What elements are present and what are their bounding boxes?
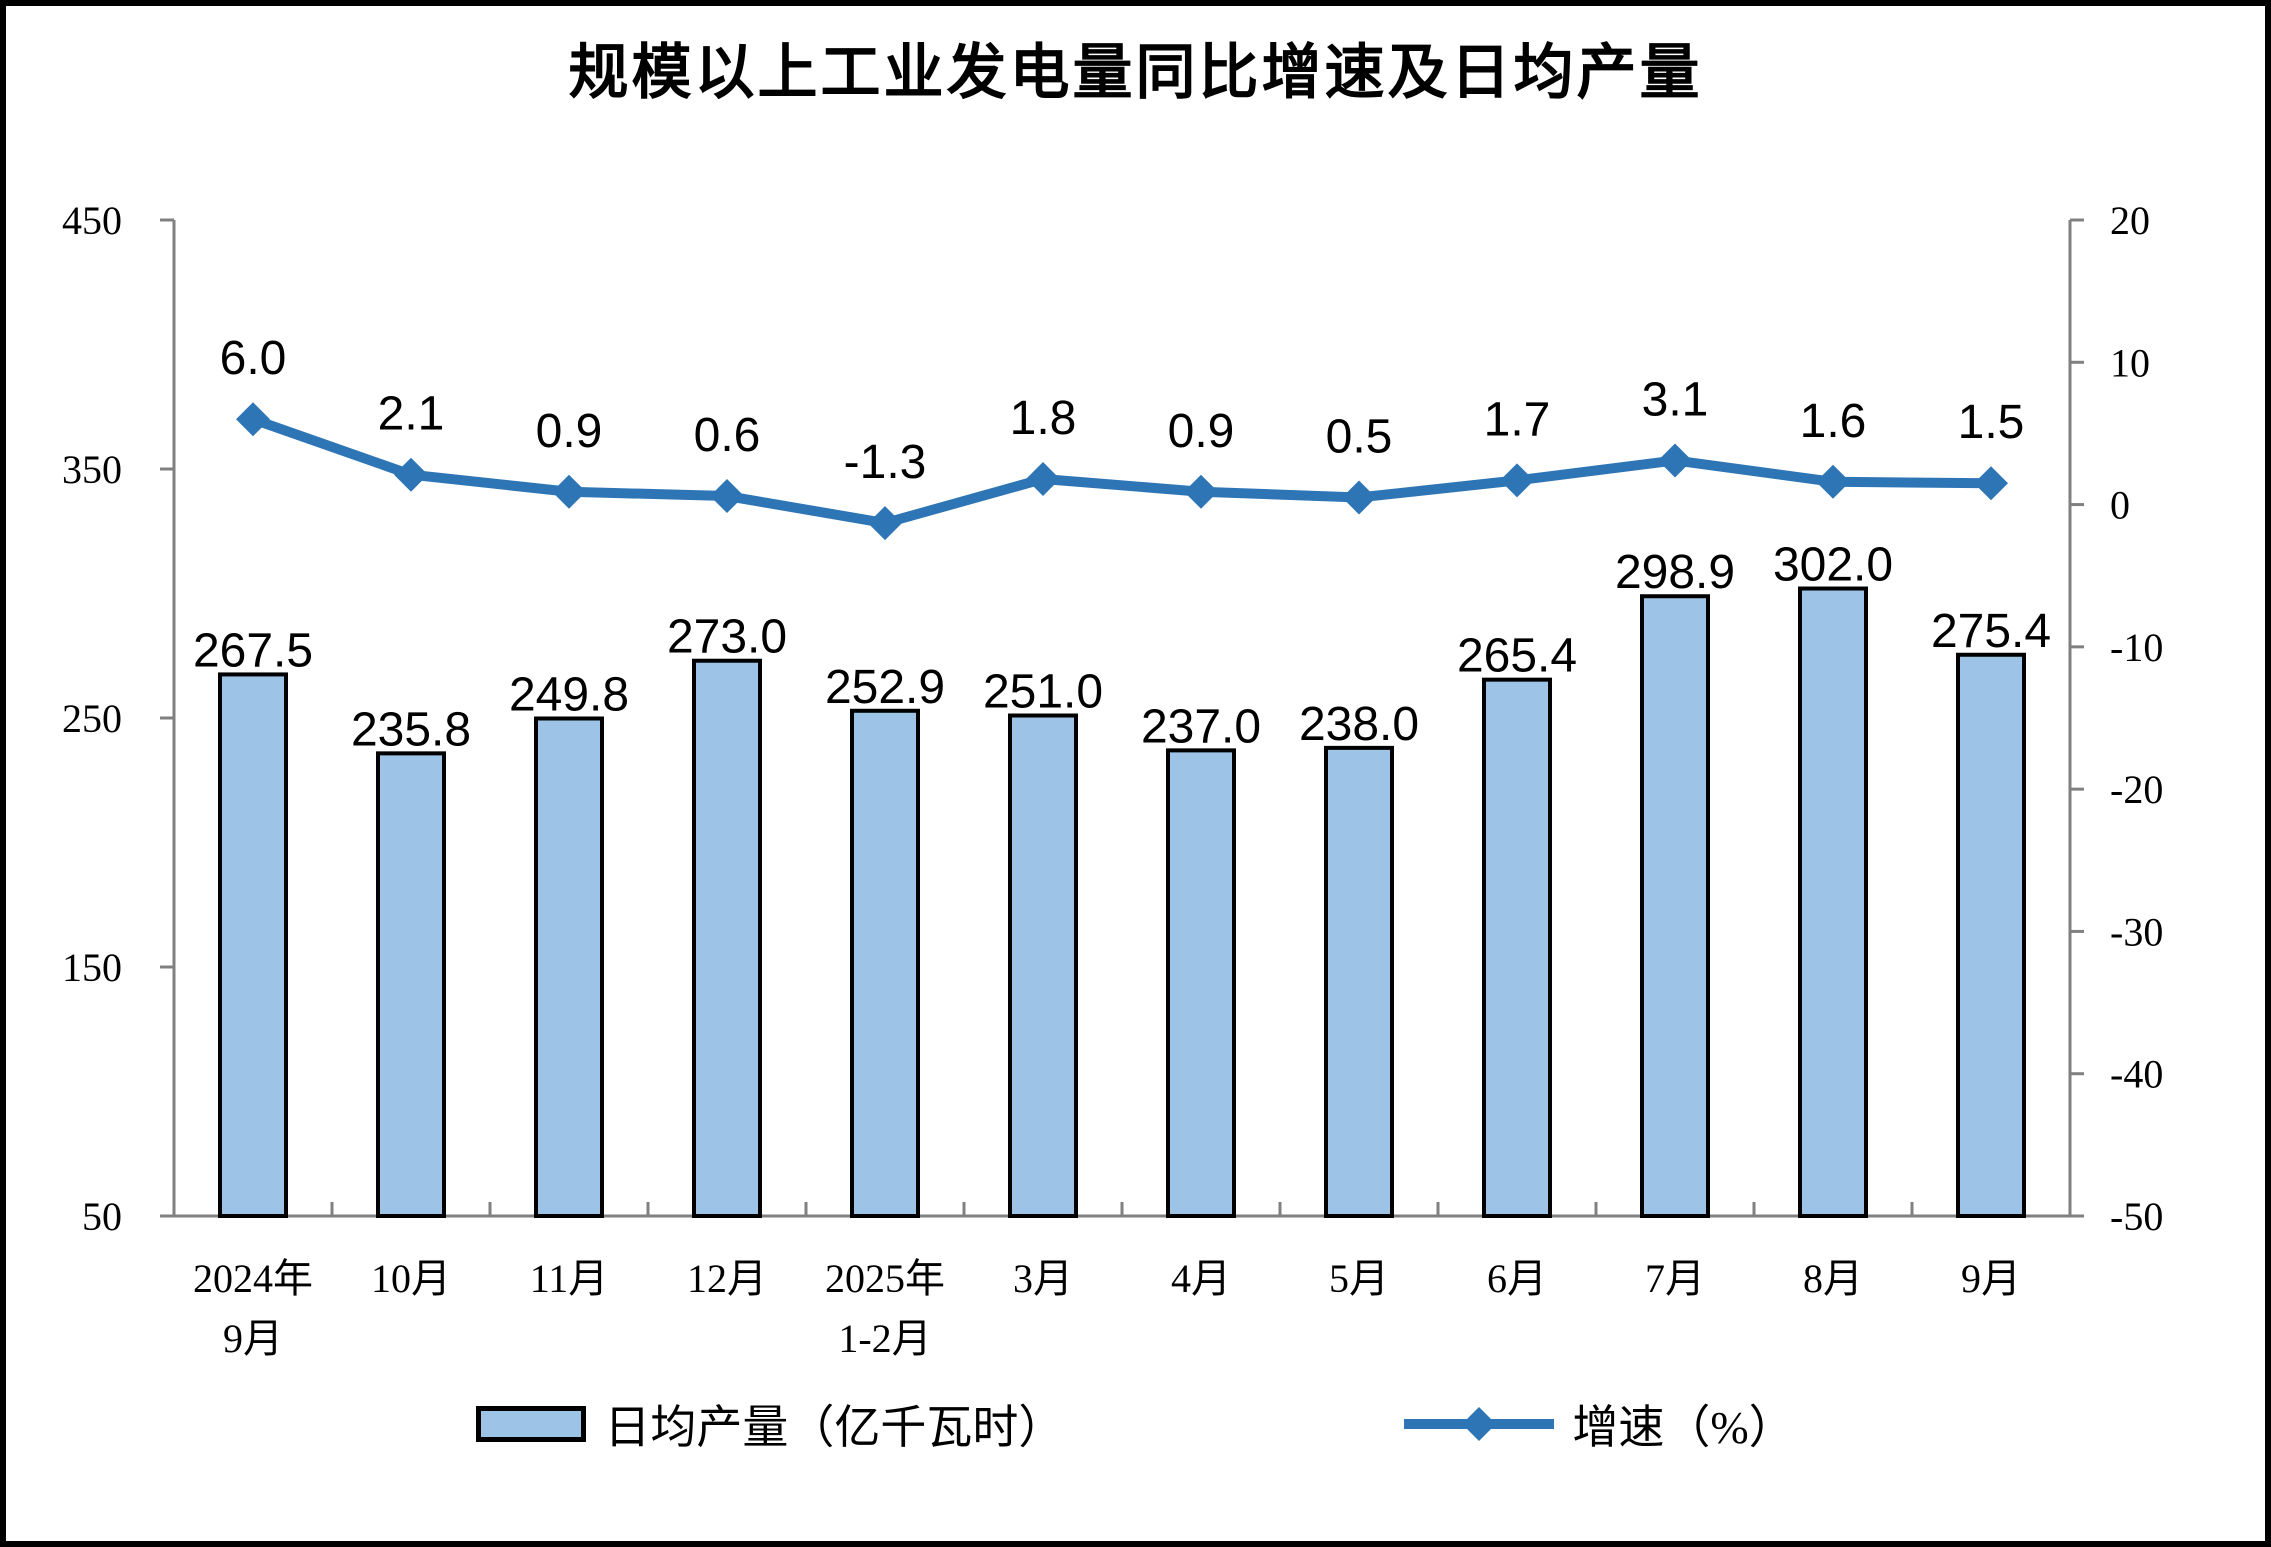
x-category-label: 8月	[1803, 1256, 1863, 1301]
bar-series-label: 日均产量（亿千瓦时）	[604, 1402, 1065, 1453]
bar-value-label: 251.0	[983, 666, 1103, 719]
x-category-label: 9月	[1961, 1256, 2021, 1301]
line-value-label: 0.5	[1326, 410, 1393, 463]
right-axis-tick-label: 0	[2110, 483, 2130, 528]
line-marker	[1974, 466, 2008, 501]
right-axis-tick-label: 20	[2110, 198, 2150, 243]
x-category-label: 11月	[530, 1256, 609, 1301]
line-marker	[236, 402, 270, 437]
growth-line	[248, 414, 1996, 529]
bar-value-label: 237.0	[1141, 700, 1261, 753]
line-marker	[1184, 474, 1218, 509]
line-marker	[1658, 443, 1692, 478]
line-value-label: 1.5	[1958, 396, 2025, 449]
right-axis-tick-label: 10	[2110, 340, 2150, 385]
line-value-label: -1.3	[844, 436, 927, 489]
left-axis-tick-label: 250	[62, 696, 122, 741]
bar-3月	[1008, 713, 1078, 1218]
line-marker	[1816, 464, 1850, 499]
x-category-label: 10月	[371, 1256, 451, 1301]
left-axis-tick-label: 50	[82, 1194, 122, 1239]
right-axis-tick-label: -40	[2110, 1052, 2163, 1097]
right-axis-tick-label: -50	[2110, 1194, 2163, 1239]
line-value-label: 1.6	[1800, 395, 1867, 448]
x-category-label: 9月	[223, 1316, 283, 1361]
line-marker	[1026, 461, 1060, 496]
bar-value-label: 267.5	[193, 624, 313, 677]
line-series-label: 增速（%）	[1572, 1402, 1795, 1453]
line-value-label: 0.9	[536, 405, 603, 458]
bar-10月	[376, 751, 446, 1218]
line-value-label: 1.8	[1010, 392, 1077, 445]
left-axis-tick-label: 350	[62, 447, 122, 492]
chart-title: 规模以上工业发电量同比增速及日均产量	[568, 39, 1703, 106]
left-axis-tick-label: 150	[62, 945, 122, 990]
bar-value-label: 298.9	[1615, 546, 1735, 599]
left-axis-tick-label: 450	[62, 198, 122, 243]
bar-7月	[1640, 594, 1710, 1218]
line-value-label: 2.1	[378, 388, 445, 441]
x-category-label: 2025年	[825, 1256, 945, 1301]
x-category-label: 1-2月	[838, 1316, 931, 1361]
line-marker	[552, 474, 586, 509]
line-value-label: 0.6	[694, 409, 761, 462]
line-marker	[1342, 480, 1376, 515]
legend-item-line-series: 增速（%）	[1404, 1391, 1795, 1457]
line-marker	[710, 479, 744, 514]
bar-9月	[1956, 652, 2026, 1218]
bar-4月	[1166, 748, 1236, 1218]
combo-chart: 450 350 250 150 50 20 10 0 -10 -20 -30 -40 -50 2024年 9…	[62, 198, 2163, 1361]
chart-legend: 日均产量（亿千瓦时） 增速（%）	[6, 1391, 2265, 1457]
line-value-label: 1.7	[1484, 393, 1551, 446]
bar-2025年1-2月	[850, 708, 920, 1218]
line-marker	[868, 506, 902, 541]
right-axis-tick-label: -10	[2110, 625, 2163, 670]
line-marker	[394, 457, 428, 492]
bar-value-label: 252.9	[825, 661, 945, 714]
right-axis-tick-label: -20	[2110, 767, 2163, 812]
bar-value-label: 249.8	[509, 668, 629, 721]
x-category-label: 12月	[687, 1256, 767, 1301]
right-axis-tick-label: -30	[2110, 909, 2163, 954]
bar-5月	[1324, 745, 1394, 1218]
bar-12月	[692, 658, 762, 1218]
bar-value-label: 273.0	[667, 611, 787, 664]
legend-line-diamond	[1462, 1407, 1497, 1441]
line-value-label: 6.0	[220, 332, 287, 385]
bar-6月	[1482, 677, 1552, 1218]
bar-series-swatch-icon	[476, 1406, 587, 1442]
bar-value-label: 235.8	[351, 703, 471, 756]
line-value-label: 3.1	[1642, 373, 1709, 426]
legend-item-bar-series: 日均产量（亿千瓦时）	[476, 1391, 1064, 1457]
x-category-label: 6月	[1487, 1256, 1547, 1301]
line-series-swatch-icon	[1404, 1407, 1555, 1441]
bar-value-label: 275.4	[1931, 605, 2051, 658]
bar-value-label: 265.4	[1457, 630, 1577, 683]
line-value-label: 0.9	[1168, 405, 1235, 458]
x-category-label: 3月	[1013, 1256, 1073, 1301]
bar-value-label: 238.0	[1299, 698, 1419, 751]
x-category-label: 4月	[1171, 1256, 1231, 1301]
x-category-label: 2024年	[193, 1256, 313, 1301]
bar-2024年9月	[218, 672, 288, 1218]
bar-8月	[1798, 586, 1868, 1218]
x-category-label: 5月	[1329, 1256, 1389, 1301]
line-marker	[1500, 463, 1534, 498]
x-category-label: 7月	[1645, 1256, 1705, 1301]
bar-value-label: 302.0	[1773, 539, 1893, 592]
bar-11月	[534, 716, 604, 1218]
